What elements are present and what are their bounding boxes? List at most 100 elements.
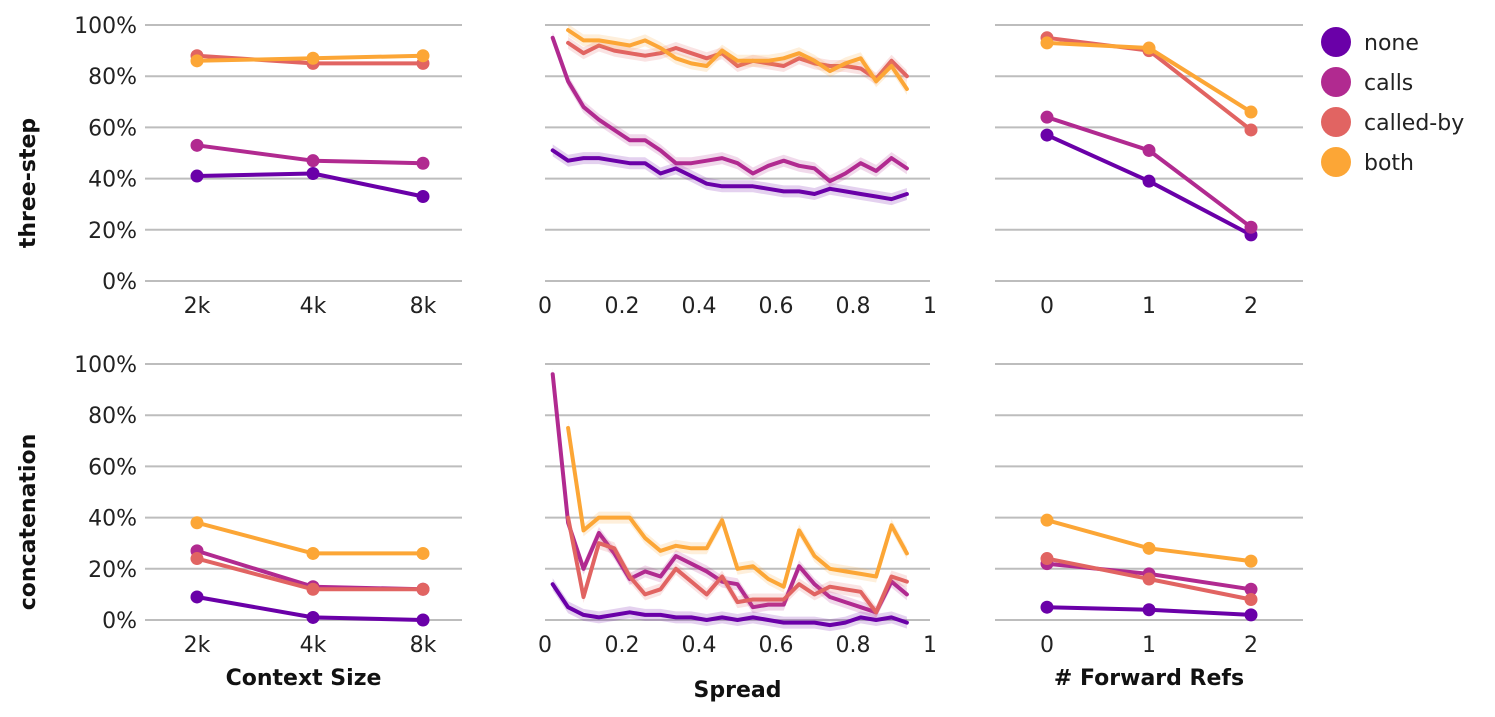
x-tick-label: 0.4 <box>682 633 717 658</box>
data-point-none <box>190 169 204 183</box>
panel-r0-c0 <box>190 49 430 204</box>
data-point-calls <box>1244 220 1258 234</box>
data-point-both <box>306 51 320 65</box>
data-point-called-by <box>1142 572 1156 586</box>
x-tick-label: 1 <box>1142 633 1156 658</box>
data-point-none <box>416 613 430 627</box>
panel-r0-c1 <box>550 24 909 206</box>
row-label: concatenation <box>16 434 41 610</box>
series-band-calls <box>552 31 907 188</box>
data-point-calls <box>1142 143 1156 157</box>
x-tick-label: 1 <box>1142 294 1156 319</box>
x-tick-label: 2 <box>1244 294 1258 319</box>
data-point-both <box>1040 513 1054 527</box>
series-line-called-by <box>566 40 909 81</box>
data-point-none <box>306 610 320 624</box>
legend-swatch-both <box>1321 147 1351 177</box>
data-point-both <box>1244 554 1258 568</box>
y-tick-label: 100% <box>74 14 137 39</box>
data-point-called-by <box>1244 123 1258 137</box>
data-point-calls <box>1040 110 1054 124</box>
legend: none calls called-by both <box>1321 27 1464 177</box>
y-tick-label: 40% <box>88 168 137 193</box>
data-point-calls <box>1244 582 1258 596</box>
series-line-both <box>566 426 909 589</box>
x-tick-label: 8k <box>410 294 437 319</box>
data-point-both <box>306 546 320 560</box>
x-tick-label: 0.8 <box>836 294 871 319</box>
y-tick-label: 60% <box>88 116 137 141</box>
data-point-called-by <box>1040 552 1054 566</box>
data-point-calls <box>190 138 204 152</box>
series-band-none <box>552 578 907 632</box>
x-tick-label: 2 <box>1244 633 1258 658</box>
series-line-both <box>566 28 909 91</box>
series-band-calls <box>552 368 907 619</box>
x-tick-label: 2k <box>184 294 211 319</box>
data-point-both <box>416 49 430 63</box>
y-tick-label: 0% <box>102 609 137 634</box>
y-tick-label: 0% <box>102 270 137 295</box>
x-tick-label: 0 <box>538 633 552 658</box>
series-line-called-by <box>566 515 909 615</box>
legend-label-none: none <box>1364 31 1419 56</box>
data-point-called-by <box>1244 593 1258 607</box>
x-tick-label: 0.6 <box>759 294 794 319</box>
data-point-both <box>1040 36 1054 50</box>
x-tick-label: 0.4 <box>682 294 717 319</box>
data-point-none <box>1244 608 1258 622</box>
y-tick-label: 100% <box>74 353 137 378</box>
data-point-called-by <box>416 582 430 596</box>
x-tick-label: 1 <box>923 633 937 658</box>
y-tick-label: 20% <box>88 558 137 583</box>
x-tick-label: 0 <box>1040 294 1054 319</box>
y-tick-label: 80% <box>88 65 137 90</box>
data-point-none <box>1142 174 1156 188</box>
x-tick-label: 0.2 <box>605 633 640 658</box>
panel-r1-c1 <box>550 368 909 632</box>
x-tick-label: 2k <box>184 633 211 658</box>
data-point-both <box>1142 541 1156 555</box>
series-line-both <box>1045 518 1253 564</box>
data-point-calls <box>416 156 430 170</box>
data-point-both <box>190 516 204 530</box>
legend-swatch-calls <box>1321 67 1351 97</box>
y-tick-label: 80% <box>88 404 137 429</box>
data-point-both <box>416 546 430 560</box>
x-axis-title: Context Size <box>226 666 382 691</box>
data-point-calls <box>306 154 320 168</box>
axes-text: 0% 20% 40% 60% 80% 100% three-step 0% 20% 40% 60% 8… <box>16 14 1258 703</box>
legend-label-calls: calls <box>1364 71 1413 96</box>
panel-r1-c0 <box>190 516 430 627</box>
y-tick-label: 60% <box>88 455 137 480</box>
x-tick-label: 1 <box>923 294 937 319</box>
x-tick-label: 4k <box>300 633 327 658</box>
y-tick-label: 40% <box>88 507 137 532</box>
data-point-both <box>1244 105 1258 119</box>
legend-label-both: both <box>1364 151 1414 176</box>
series-band-both <box>568 422 907 593</box>
data-point-none <box>1040 128 1054 142</box>
data-point-called-by <box>190 552 204 566</box>
data-point-both <box>190 54 204 68</box>
series-line-calls <box>550 372 909 615</box>
y-tick-label: 20% <box>88 219 137 244</box>
x-tick-label: 0 <box>1040 633 1054 658</box>
series-line-calls <box>1045 115 1253 230</box>
data-point-none <box>190 590 204 604</box>
x-tick-label: 0.8 <box>836 633 871 658</box>
series-line-none <box>550 582 909 628</box>
data-point-none <box>306 166 320 180</box>
data-point-both <box>1142 41 1156 55</box>
x-tick-label: 0.2 <box>605 294 640 319</box>
x-tick-label: 0 <box>538 294 552 319</box>
x-axis-title: # Forward Refs <box>1054 666 1244 691</box>
x-tick-label: 4k <box>300 294 327 319</box>
x-tick-label: 8k <box>410 633 437 658</box>
panel-r1-c2 <box>1040 513 1258 622</box>
legend-swatch-none <box>1321 27 1351 57</box>
series-line-calls <box>550 35 909 184</box>
data-point-none <box>416 190 430 204</box>
data-point-none <box>1142 603 1156 617</box>
series-band-none <box>552 144 907 206</box>
